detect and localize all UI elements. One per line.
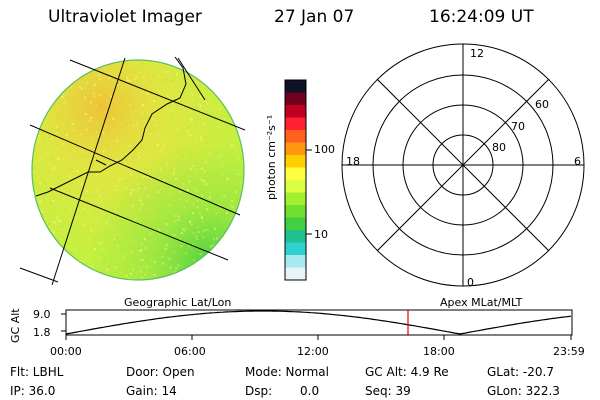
colorbar-band bbox=[285, 192, 306, 206]
colorbar-band bbox=[285, 80, 306, 93]
polar-lat-70: 70 bbox=[511, 120, 525, 133]
timeline-xtick: 12:00 bbox=[297, 345, 329, 358]
timeline-xtick: 18:00 bbox=[423, 345, 455, 358]
gain-info: Gain: 14 bbox=[126, 384, 177, 398]
polar-label-12: 12 bbox=[470, 47, 484, 60]
colorbar-band bbox=[285, 180, 306, 193]
app-title: Ultraviolet Imager bbox=[48, 7, 202, 27]
grid-meridian bbox=[51, 57, 126, 286]
colorbar-band bbox=[285, 205, 306, 218]
altitude-curve bbox=[65, 310, 572, 335]
colorbar-band bbox=[285, 130, 306, 143]
colorbar-band bbox=[285, 105, 306, 118]
earth-disk-image bbox=[31, 59, 245, 281]
timeline-left-label: Geographic Lat/Lon bbox=[124, 296, 232, 309]
glat-info: GLat: -20.7 bbox=[487, 365, 554, 379]
grid-meridian bbox=[177, 57, 206, 101]
timeline-right-label: Apex MLat/MLT bbox=[440, 296, 523, 309]
dsp-label: Dsp: bbox=[245, 384, 273, 398]
grid-parallel bbox=[49, 187, 229, 261]
date-label: 27 Jan 07 bbox=[274, 7, 355, 27]
seq-info: Seq: 39 bbox=[365, 384, 411, 398]
filter-info: Flt: LBHL bbox=[10, 365, 64, 379]
polar-label-6: 6 bbox=[574, 155, 581, 168]
colorbar bbox=[284, 79, 312, 281]
colorbar-band bbox=[285, 217, 306, 231]
glon-info: GLon: 322.3 bbox=[487, 384, 560, 398]
grid-parallel bbox=[19, 267, 59, 283]
ip-info: IP: 36.0 bbox=[10, 384, 56, 398]
polar-diagonal bbox=[376, 78, 550, 252]
colorbar-band bbox=[285, 267, 306, 281]
timeline-ytick-9: 9.0 bbox=[33, 308, 51, 321]
timeline-ylabel: GC Alt bbox=[9, 308, 22, 343]
colorbar-label-100: 100 bbox=[314, 143, 335, 156]
colorbar-unit-label: photon cm⁻²s⁻¹ bbox=[265, 114, 278, 200]
colorbar-label-10: 10 bbox=[314, 228, 328, 241]
grid-parallel bbox=[29, 124, 241, 216]
timeline-xtick: 23:59 bbox=[553, 345, 585, 358]
colorbar-band bbox=[285, 117, 306, 131]
door-info: Door: Open bbox=[126, 365, 195, 379]
colorbar-band bbox=[285, 255, 306, 268]
polar-plot bbox=[341, 43, 585, 287]
polar-lat-80: 80 bbox=[492, 141, 506, 154]
dsp-value: 0.0 bbox=[300, 384, 320, 398]
grid-parallel bbox=[69, 59, 246, 131]
disk-overlay-lines bbox=[19, 56, 246, 286]
colorbar-band bbox=[285, 155, 306, 168]
colorbar-band bbox=[285, 242, 306, 256]
timeline-xtick: 00:00 bbox=[50, 345, 82, 358]
coastline bbox=[95, 159, 107, 166]
colorbar-band bbox=[285, 92, 306, 106]
colorbar-band bbox=[285, 230, 306, 243]
timeline-xtick: 06:00 bbox=[174, 345, 206, 358]
time-label: 16:24:09 UT bbox=[429, 7, 534, 27]
polar-lat-60: 60 bbox=[535, 98, 549, 111]
coastline bbox=[35, 56, 187, 197]
polar-label-0: 0 bbox=[467, 276, 474, 289]
timeline-ytick-1.8: 1.8 bbox=[33, 326, 51, 339]
timeline-plot bbox=[61, 309, 573, 340]
colorbar-band bbox=[285, 167, 306, 181]
colorbar-band bbox=[285, 142, 306, 156]
mode-info: Mode: Normal bbox=[245, 365, 329, 379]
gc-alt-info: GC Alt: 4.9 Re bbox=[365, 365, 449, 379]
polar-label-18: 18 bbox=[346, 155, 360, 168]
